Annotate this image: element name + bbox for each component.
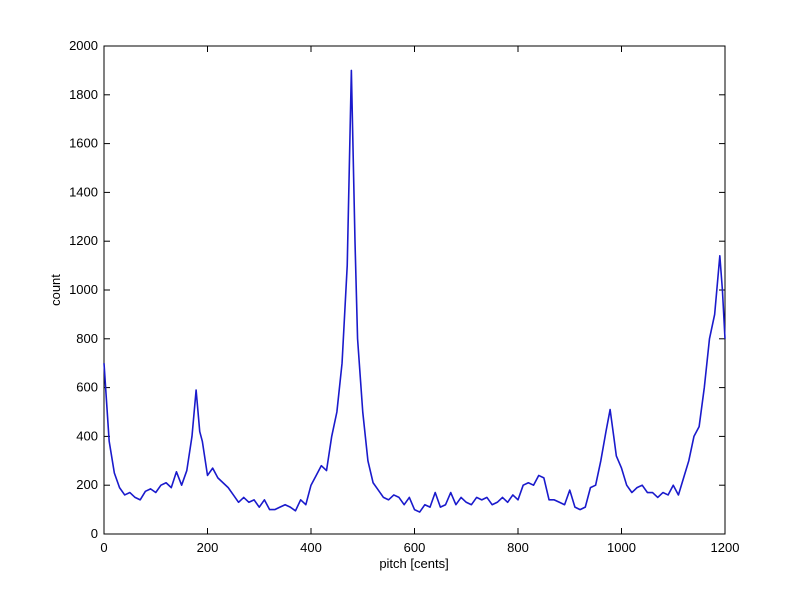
data-line [103, 69, 726, 513]
x-tick-label: 600 [404, 540, 426, 555]
x-tick-label: 1200 [711, 540, 740, 555]
y-tick-label: 600 [76, 380, 98, 395]
y-tick-label: 0 [91, 526, 98, 541]
y-tick-label: 1200 [69, 233, 98, 248]
y-tick-label: 1000 [69, 282, 98, 297]
x-axis-label: pitch [cents] [379, 556, 448, 571]
y-tick-label: 200 [76, 477, 98, 492]
x-tick-label: 1000 [607, 540, 636, 555]
x-tick-label: 400 [300, 540, 322, 555]
y-tick-label: 2000 [69, 38, 98, 53]
y-axis-label: count [48, 274, 63, 306]
x-tick-label: 0 [100, 540, 107, 555]
x-tick-label: 800 [507, 540, 529, 555]
y-tick-label: 800 [76, 331, 98, 346]
y-tick-label: 400 [76, 428, 98, 443]
plot-frame [103, 45, 726, 535]
y-tick-label: 1800 [69, 87, 98, 102]
y-tick-label: 1600 [69, 136, 98, 151]
y-tick-label: 1400 [69, 184, 98, 199]
x-tick-label: 200 [197, 540, 219, 555]
